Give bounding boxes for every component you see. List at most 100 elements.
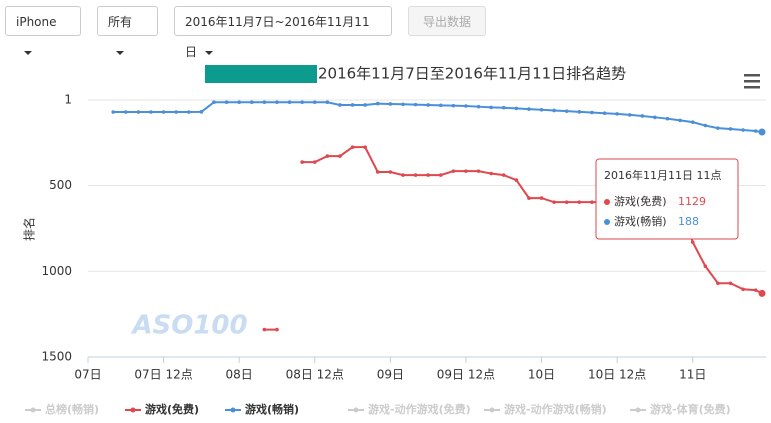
tooltip-series: 游戏(免费) bbox=[614, 194, 667, 208]
legend-label: 游戏(免费) bbox=[145, 402, 199, 416]
data-point bbox=[602, 111, 607, 116]
data-point bbox=[552, 108, 556, 113]
legend-label: 总榜(畅销) bbox=[45, 402, 99, 416]
date-range: 2016年11月7日~2016年11月11日 bbox=[185, 15, 370, 59]
data-point bbox=[753, 129, 758, 133]
data-point bbox=[640, 114, 645, 118]
legend-marker bbox=[30, 407, 36, 413]
chart: 2016年11月7日至2016年11月11日排名趋势 排名 ASO100 150… bbox=[22, 65, 766, 416]
data-point bbox=[136, 110, 141, 114]
x-tick-label: 10日 bbox=[528, 368, 555, 382]
data-point bbox=[590, 200, 594, 204]
y-tick-label: 1500 bbox=[41, 350, 72, 364]
data-point bbox=[275, 327, 279, 332]
data-point bbox=[413, 173, 418, 177]
legend-label: 游戏(畅销) bbox=[245, 402, 299, 416]
data-point bbox=[451, 103, 456, 108]
data-point bbox=[350, 103, 355, 107]
x-tick-label: 09日 bbox=[377, 368, 404, 382]
data-point bbox=[237, 100, 241, 105]
data-point bbox=[325, 100, 330, 105]
legend-label: 游戏-体育(免费) bbox=[650, 402, 731, 416]
data-point bbox=[690, 120, 695, 124]
data-point bbox=[438, 173, 443, 177]
x-tick-label: 11日 bbox=[679, 368, 706, 382]
data-point bbox=[451, 169, 456, 173]
legend-label: 游戏-动作游戏(畅销) bbox=[504, 402, 607, 416]
y-tick-label: 1000 bbox=[41, 264, 72, 278]
data-point bbox=[325, 154, 330, 158]
tooltip-marker bbox=[604, 199, 610, 205]
data-point bbox=[539, 196, 544, 200]
legend-marker bbox=[130, 407, 136, 413]
data-point bbox=[464, 169, 468, 173]
data-point bbox=[665, 116, 670, 121]
data-point bbox=[716, 126, 720, 130]
data-point bbox=[577, 110, 582, 114]
data-point bbox=[514, 178, 519, 182]
caret bbox=[24, 50, 32, 55]
chart-title: 2016年11月7日至2016年11月11日排名趋势 bbox=[318, 65, 626, 83]
tooltip-marker bbox=[604, 219, 610, 225]
data-point bbox=[653, 115, 657, 120]
data-point bbox=[527, 196, 531, 200]
legend-item[interactable]: 游戏(免费) bbox=[125, 402, 199, 416]
data-point bbox=[539, 107, 544, 112]
data-point bbox=[476, 104, 481, 109]
legend-item[interactable]: 游戏-体育(免费) bbox=[630, 402, 731, 416]
data-point bbox=[300, 160, 304, 164]
data-point bbox=[149, 110, 153, 114]
watermark: ASO100 bbox=[130, 311, 247, 341]
data-point bbox=[690, 240, 695, 244]
data-point bbox=[312, 160, 317, 164]
redaction bbox=[205, 65, 317, 83]
data-point bbox=[338, 103, 342, 107]
device: iPhone bbox=[16, 15, 57, 29]
data-point bbox=[758, 289, 766, 297]
data-point bbox=[476, 169, 481, 173]
category-select[interactable]: 所有 bbox=[97, 6, 158, 55]
category: 所有 bbox=[108, 15, 133, 29]
data-point bbox=[741, 287, 745, 292]
data-point bbox=[527, 107, 531, 111]
data-point bbox=[249, 100, 254, 105]
data-point bbox=[514, 106, 519, 111]
x-tick-label: 08日 12点 bbox=[286, 368, 344, 382]
data-point bbox=[728, 281, 733, 286]
data-point bbox=[275, 100, 279, 105]
device-select[interactable]: iPhone bbox=[5, 6, 81, 55]
data-point bbox=[212, 100, 216, 105]
data-point bbox=[186, 110, 191, 114]
data-point bbox=[199, 110, 204, 114]
data-point bbox=[678, 118, 682, 123]
x-tick-label: 10日 12点 bbox=[588, 368, 646, 382]
data-point bbox=[375, 170, 380, 174]
data-point bbox=[224, 100, 229, 105]
data-point bbox=[401, 173, 405, 177]
tooltip-value: 1129 bbox=[678, 195, 706, 208]
data-point bbox=[577, 200, 582, 204]
tooltip-title: 2016年11月11日 11点 bbox=[604, 168, 721, 182]
export-button[interactable]: 导出数据 bbox=[408, 6, 486, 36]
tooltip-series: 游戏(畅销) bbox=[614, 214, 667, 228]
data-point bbox=[426, 103, 430, 107]
legend-label: 游戏-动作游戏(免费) bbox=[368, 402, 471, 416]
data-point bbox=[388, 102, 393, 106]
data-point bbox=[388, 170, 393, 174]
date-select[interactable]: 2016年11月7日~2016年11月11日 bbox=[174, 6, 392, 59]
data-point bbox=[438, 103, 443, 108]
data-point bbox=[758, 128, 766, 136]
x-tick-label: 09日 12点 bbox=[437, 368, 495, 382]
data-point bbox=[728, 127, 733, 131]
legend-item[interactable]: 游戏(畅销) bbox=[225, 402, 299, 416]
legend-marker bbox=[230, 407, 236, 413]
legend-item[interactable]: 游戏-动作游戏(畅销) bbox=[484, 402, 607, 416]
data-point bbox=[464, 104, 468, 108]
menu-icon[interactable] bbox=[744, 74, 760, 89]
data-point bbox=[552, 200, 556, 204]
legend-item[interactable]: 总榜(畅销) bbox=[25, 402, 99, 416]
tooltip-box bbox=[595, 158, 739, 240]
legend-item[interactable]: 游戏-动作游戏(免费) bbox=[348, 402, 471, 416]
caret bbox=[116, 50, 124, 55]
